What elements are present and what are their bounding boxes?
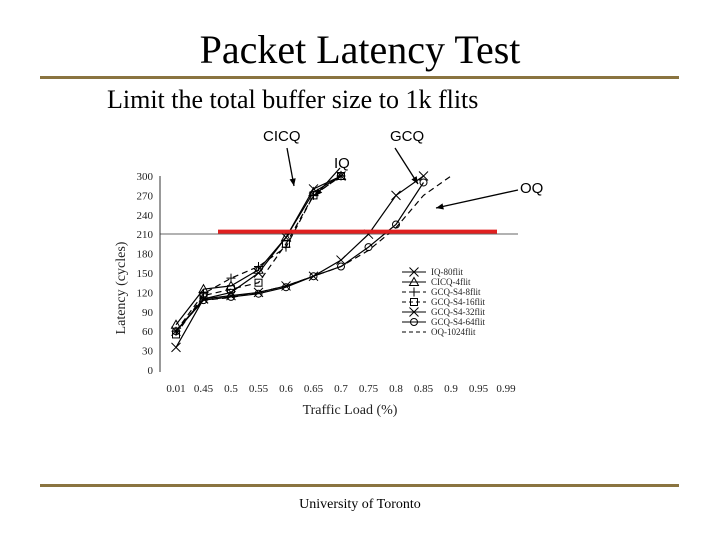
legend-marker	[409, 267, 419, 277]
data-point	[280, 231, 292, 242]
x-tick-label: 0.9	[444, 383, 458, 395]
y-tick-label: 0	[148, 365, 154, 377]
x-tick-labels: 0.01 0.45 0.5 0.55 0.6 0.65 0.7 0.75 0.8 0.85 0.9 0…	[166, 383, 516, 395]
x-tick-label: 0.7	[334, 383, 348, 395]
series-line	[175, 175, 342, 348]
x-tick-label: 0.95	[469, 383, 489, 395]
arrow-head	[315, 188, 323, 196]
cicq-arrow	[286, 147, 296, 187]
series-line	[175, 182, 425, 332]
slide-subtitle: Limit the total buffer size to 1k flits	[107, 85, 479, 114]
slide-title: Packet Latency Test	[199, 27, 521, 72]
x-tick-label: 0.85	[414, 383, 434, 395]
data-point	[282, 239, 290, 248]
arrow-head	[411, 176, 418, 184]
chart-legend: IQ-80flitCICQ-4flitGCQ-S4-8flitGCQ-S4-16…	[402, 267, 485, 337]
y-tick-label: 30	[142, 346, 154, 358]
series-cicq-4flit	[170, 170, 347, 329]
y-tick-label: 240	[137, 210, 154, 222]
y-tick-label: 180	[137, 249, 154, 261]
footer-text: University of Toronto	[299, 497, 421, 512]
x-tick-label: 0.45	[194, 383, 214, 395]
legend-marker	[410, 318, 418, 326]
data-point	[172, 327, 180, 336]
legend-label: GCQ-S4-16flit	[431, 297, 485, 307]
legend-label: GCQ-S4-32flit	[431, 307, 485, 317]
data-point	[336, 255, 346, 265]
series-line	[175, 175, 342, 335]
gcq-callout: GCQ	[390, 128, 425, 145]
legend-label: CICQ-4flit	[431, 277, 471, 287]
arrow-head	[289, 178, 296, 186]
y-tick-labels: 0 30 60 90 120 150 180 210 240 270 300	[137, 171, 154, 377]
gcq-arrow	[394, 147, 419, 185]
legend-label: OQ-1024flit	[431, 327, 476, 337]
legend-marker	[409, 287, 419, 297]
series-line	[175, 175, 452, 332]
arrow-shaft	[435, 189, 519, 209]
y-tick-label: 270	[137, 190, 154, 202]
data-point	[418, 171, 429, 181]
x-axis-title: Traffic Load (%)	[303, 403, 398, 418]
x-tick-label: 0.99	[496, 383, 516, 395]
data-point	[226, 273, 236, 283]
data-point	[254, 262, 263, 272]
x-tick-label: 0.5	[224, 383, 238, 395]
series-gcq-s4-8flit	[171, 171, 346, 336]
legend-label: GCQ-S4-8flit	[431, 287, 481, 297]
series-line	[175, 175, 424, 332]
chart-axes	[159, 176, 518, 372]
series-layer	[170, 170, 452, 353]
series-gcq-s4-16flit	[172, 172, 345, 339]
title-underline	[40, 76, 679, 79]
oq-arrow	[435, 189, 519, 210]
series-iq-80flit	[171, 171, 346, 353]
data-point	[171, 342, 181, 353]
series-gcq-s4-64flit	[172, 178, 428, 336]
data-point	[337, 172, 345, 180]
y-axis-title: Latency (cycles)	[114, 241, 129, 334]
legend-marker	[409, 307, 419, 317]
callout-arrows	[286, 147, 519, 210]
x-tick-label: 0.55	[249, 383, 269, 395]
x-tick-label: 0.6	[279, 383, 293, 395]
iq-arrow	[314, 167, 341, 197]
x-tick-label: 0.65	[304, 383, 324, 395]
oq-callout: OQ	[520, 180, 544, 197]
iq-callout: IQ	[334, 155, 350, 172]
x-tick-label: 0.01	[166, 383, 185, 395]
series-gcq-s4-32flit	[171, 171, 429, 337]
x-tick-label: 0.8	[389, 383, 403, 395]
y-tick-label: 210	[137, 229, 154, 241]
legend-label: IQ-80flit	[431, 267, 463, 277]
y-tick-label: 120	[137, 287, 154, 299]
data-point	[419, 178, 428, 187]
data-point	[391, 190, 401, 201]
y-tick-label: 300	[137, 171, 154, 183]
data-point	[309, 191, 318, 200]
cicq-callout: CICQ	[263, 128, 301, 145]
legend-label: GCQ-S4-64flit	[431, 317, 485, 327]
data-point	[337, 262, 345, 271]
y-tick-label: 90	[142, 307, 154, 319]
data-point	[254, 278, 263, 287]
legend-marker	[410, 298, 418, 306]
series-oq-1024flit	[175, 175, 452, 332]
legend-marker	[408, 276, 420, 286]
data-point	[309, 272, 318, 281]
data-point	[227, 285, 235, 294]
data-point	[253, 264, 264, 274]
footer-rule	[40, 484, 679, 487]
data-point	[254, 289, 263, 298]
y-tick-label: 150	[137, 268, 154, 280]
y-tick-label: 60	[142, 326, 154, 338]
arrow-head	[436, 203, 444, 210]
x-tick-label: 0.75	[359, 383, 379, 395]
